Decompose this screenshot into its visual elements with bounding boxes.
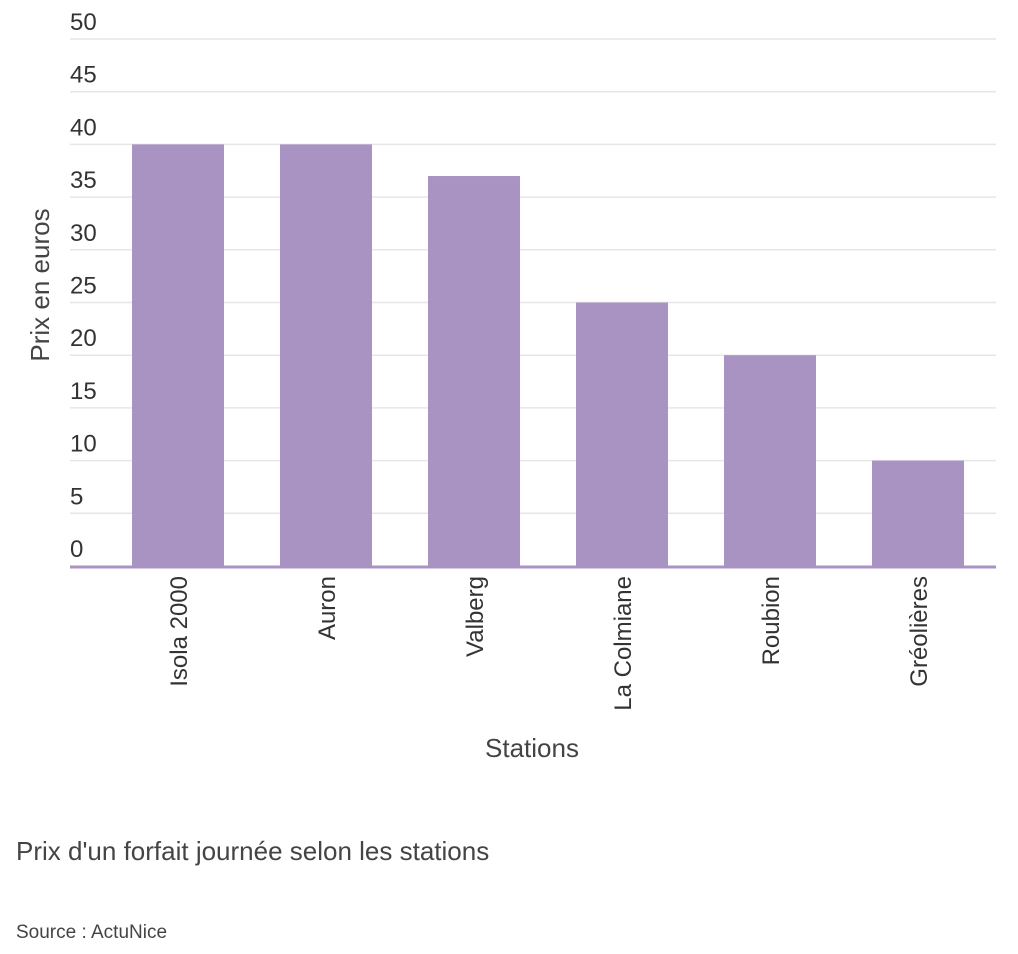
bar [576, 302, 668, 566]
chart-source: Source : ActuNice [16, 922, 168, 943]
y-tick-label: 30 [70, 220, 97, 247]
chart-area: 0 5 10 15 20 25 30 35 40 45 50 Isola 2000 Auron Valbe… [25, 9, 996, 763]
x-axis-title: Stations [485, 733, 579, 763]
bar [428, 176, 520, 566]
chart-title: Prix d'un forfait journée selon les stat… [16, 836, 490, 866]
y-tick-label: 0 [70, 536, 83, 563]
y-tick-label: 25 [70, 273, 97, 300]
y-tick-label: 40 [70, 114, 97, 141]
bar-chart: 0 5 10 15 20 25 30 35 40 45 50 Isola 2000 Auron Valbe… [25, 9, 996, 763]
y-tick-label: 50 [70, 9, 97, 36]
y-tick-label: 15 [70, 378, 97, 405]
y-tick-label: 5 [70, 483, 83, 510]
x-tick-label: Gréolières [906, 576, 933, 687]
y-tick-label: 45 [70, 62, 97, 89]
y-tick-label: 20 [70, 325, 97, 352]
x-tick-label: Isola 2000 [166, 576, 193, 687]
bar [724, 355, 816, 566]
x-tick-label: Valberg [462, 576, 489, 657]
x-tick-label: La Colmiane [610, 576, 637, 711]
x-tick-label: Auron [314, 576, 341, 640]
y-axis-title: Prix en euros [25, 208, 55, 361]
bar [872, 460, 964, 566]
y-tick-label: 10 [70, 431, 97, 458]
bar [280, 144, 372, 566]
bar [132, 144, 224, 566]
y-tick-label: 35 [70, 167, 97, 194]
x-tick-label: Roubion [758, 576, 785, 665]
